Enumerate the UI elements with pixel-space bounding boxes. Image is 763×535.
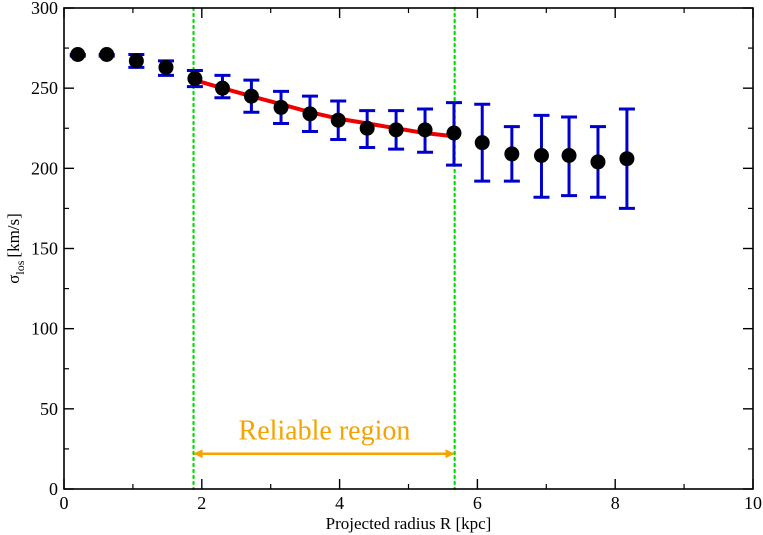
data-point	[446, 125, 462, 141]
y-tick-label: 150	[31, 239, 58, 259]
reliable-region-annotation: Reliable region	[193, 416, 455, 459]
data-point	[590, 154, 606, 170]
x-axis-label: Projected radius R [kpc]	[326, 514, 492, 533]
x-tick-label: 6	[473, 493, 482, 513]
x-tick-label: 10	[744, 493, 762, 513]
x-tick-label: 0	[60, 493, 69, 513]
data-point	[243, 88, 259, 104]
y-tick-labels: 0 50 100 150 200 250 300	[31, 0, 58, 499]
y-axis-label-subscript: los	[13, 260, 27, 274]
data-point	[561, 148, 577, 164]
y-tick-label: 0	[49, 479, 58, 499]
y-tick-label: 200	[31, 158, 58, 178]
fit-curve	[192, 78, 456, 139]
data-point	[533, 148, 549, 164]
x-tick-labels: 0 2 4 6 8 10	[60, 493, 763, 513]
data-point	[388, 122, 404, 138]
y-tick-label: 250	[31, 78, 58, 98]
data-point	[359, 120, 375, 136]
data-point	[214, 80, 230, 96]
data-point	[417, 122, 433, 138]
data-point	[474, 135, 490, 151]
axis-ticks	[63, 7, 754, 490]
y-tick-label: 300	[31, 0, 58, 18]
fit-curve-group	[192, 78, 456, 139]
data-point	[504, 146, 520, 162]
data-point	[99, 46, 115, 62]
x-tick-label: 8	[611, 493, 620, 513]
y-tick-label: 100	[31, 319, 58, 339]
y-axis-label-unit: [km/s]	[4, 213, 23, 257]
data-point	[70, 46, 86, 62]
y-axis-label-symbol: σ	[4, 275, 23, 284]
data-point	[330, 112, 346, 128]
data-point	[619, 151, 635, 167]
x-tick-label: 2	[197, 493, 206, 513]
data-point	[302, 106, 318, 122]
reliable-region-label: Reliable region	[239, 416, 411, 447]
y-tick-label: 50	[40, 399, 58, 419]
data-point	[128, 53, 144, 69]
reliable-region-boundaries	[192, 6, 456, 491]
x-tick-label: 4	[335, 493, 344, 513]
data-point	[273, 99, 289, 115]
data-point	[158, 59, 174, 75]
error-bars	[69, 52, 635, 210]
data-point	[187, 71, 203, 87]
data-points	[70, 46, 635, 170]
y-axis-label: σlos [km/s]	[4, 213, 27, 284]
